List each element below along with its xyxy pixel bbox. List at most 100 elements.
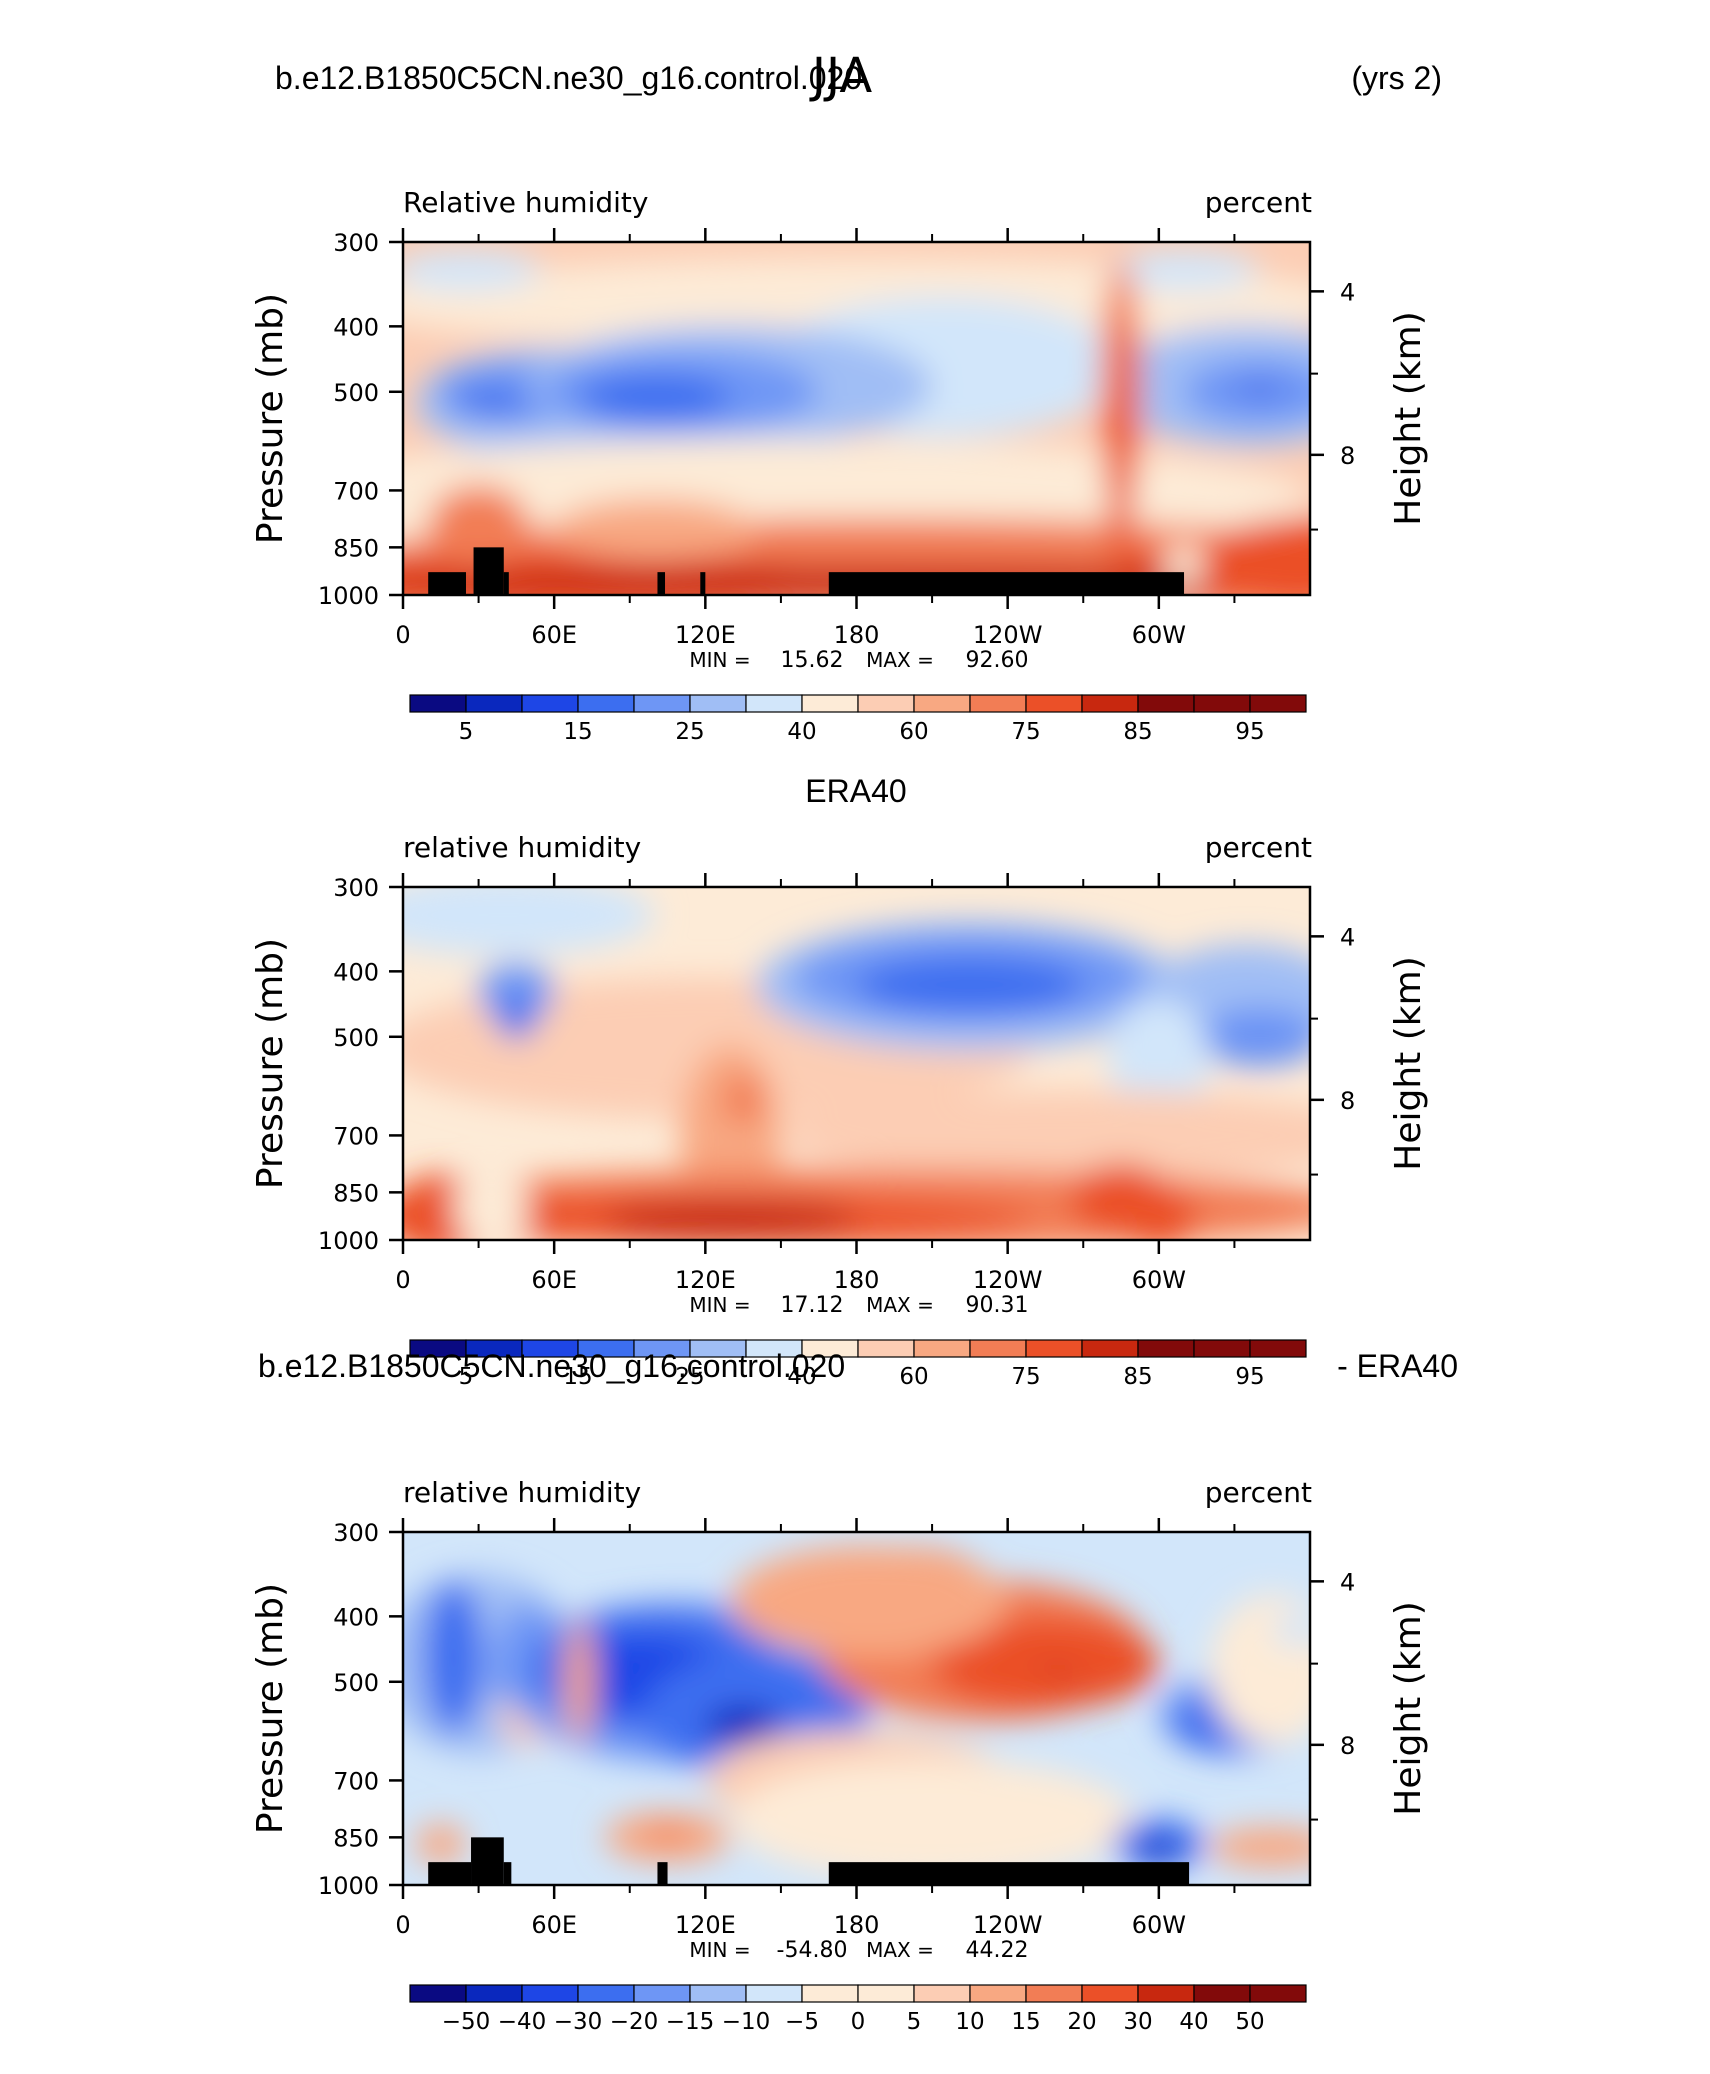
contour-region <box>423 1581 484 1733</box>
colorbar-swatch <box>1025 1339 1083 1358</box>
colorbar-label: −15 <box>666 2009 715 2035</box>
contour-region <box>403 887 655 956</box>
colorbar-label: 5 <box>907 2009 922 2035</box>
colorbar-swatch <box>1249 1339 1307 1358</box>
y-tick-label: 850 <box>333 1179 379 1207</box>
y-tick-label: 1000 <box>318 582 379 610</box>
colorbar-swatch <box>1193 1339 1251 1358</box>
colorbar-label: −40 <box>498 2009 547 2035</box>
units-label: percent <box>1205 831 1312 864</box>
contour-region <box>1244 1033 1275 1040</box>
colorbar-swatch <box>969 1984 1027 2003</box>
colorbar-label: 75 <box>1011 1364 1040 1390</box>
contour-region <box>856 957 1084 1014</box>
contour-field <box>403 1532 1310 1885</box>
orography-block <box>473 547 504 595</box>
colorbar-swatch <box>577 1984 635 2003</box>
contour-region <box>1234 383 1285 394</box>
y-axis-title: Pressure (mb) <box>250 938 291 1189</box>
colorbar-label: 60 <box>899 719 928 745</box>
colorbar-label: 15 <box>1011 2009 1040 2035</box>
colorbar: −50 −40 −30 −20 −15 −10 −5 0 5 10 15 20 30 40 50 <box>409 1984 1307 2035</box>
y2-tick-label: 4 <box>1340 923 1355 951</box>
contour-region <box>1037 1665 1079 1674</box>
colorbar-label: 40 <box>1179 2009 1208 2035</box>
colorbar-label: 0 <box>851 2009 866 2035</box>
y-axis-title: Pressure (mb) <box>250 293 291 544</box>
colorbar-label: −10 <box>722 2009 771 2035</box>
colorbar-label: −5 <box>785 2009 819 2035</box>
panel-obs: ERA40 relative humidity percent 0 60E 120E 180… <box>250 773 1429 1390</box>
colorbar-swatch <box>409 1984 467 2003</box>
orography-block <box>828 572 1185 595</box>
contour-region <box>781 1090 1310 1181</box>
orography-block <box>428 1862 472 1885</box>
x-tick-label: 60W <box>1132 1911 1186 1939</box>
min-label: MIN = <box>689 1938 750 1962</box>
x-tick-label: 60E <box>531 1911 577 1939</box>
panel-left-title: b.e12.B1850C5CN.ne30_g16.control.020 <box>258 1348 845 1384</box>
min-value: -54.80 <box>777 1938 848 1963</box>
colorbar-swatch <box>409 694 467 713</box>
colorbar-swatch <box>745 694 803 713</box>
colorbar-swatch <box>1137 1339 1195 1358</box>
colorbar-label: 40 <box>787 719 816 745</box>
max-label: MAX = <box>866 648 934 672</box>
colorbar: 5 15 25 40 60 75 85 95 <box>409 1339 1307 1390</box>
min-label: MIN = <box>689 1293 750 1317</box>
colorbar-label: 85 <box>1123 1364 1152 1390</box>
colorbar-swatch <box>1249 1984 1307 2003</box>
max-value: 44.22 <box>966 1938 1029 1963</box>
colorbar-swatch <box>969 694 1027 713</box>
max-value: 90.31 <box>966 1293 1029 1318</box>
field-blobs <box>403 887 1310 1240</box>
colorbar-swatch <box>465 1984 523 2003</box>
x-tick-label: 120W <box>973 1911 1043 1939</box>
x-tick-label: 120E <box>675 621 736 649</box>
y-tick-label: 850 <box>333 1824 379 1852</box>
colorbar-label: 30 <box>1123 2009 1152 2035</box>
panels: b.e12.B1850C5CN.ne30_g16.control.020 (yrs… <box>250 60 1458 2035</box>
x-tick-label: 60E <box>531 1266 577 1294</box>
y-tick-label: 700 <box>333 1122 379 1150</box>
colorbar-label: 20 <box>1067 2009 1096 2035</box>
y-tick-label: 300 <box>333 1519 379 1547</box>
x-tick-label: 180 <box>834 1266 880 1294</box>
colorbar-label: −50 <box>442 2009 491 2035</box>
contour-region <box>415 1823 466 1865</box>
orography-block <box>503 572 509 595</box>
colorbar-label: 25 <box>675 1364 704 1390</box>
y-tick-label: 300 <box>333 874 379 902</box>
contour-region <box>604 1198 857 1239</box>
colorbar-swatch <box>857 1339 915 1358</box>
x-tick-label: 0 <box>395 621 410 649</box>
contour-region <box>1196 518 1310 595</box>
colorbar-swatch <box>857 1984 915 2003</box>
contour-field <box>403 242 1310 595</box>
x-tick-label: 120E <box>675 1911 736 1939</box>
orography-block <box>700 572 706 595</box>
y-tick-label: 500 <box>333 379 379 407</box>
y2-axis-title: Height (km) <box>1388 956 1429 1170</box>
colorbar-swatch <box>1137 694 1195 713</box>
y-tick-label: 400 <box>333 313 379 341</box>
contour-region <box>705 1705 781 1746</box>
contour-region <box>496 998 537 1039</box>
colorbar-swatch <box>1081 1339 1139 1358</box>
colorbar-swatch <box>689 694 747 713</box>
panel-center-title: ERA40 <box>805 773 906 809</box>
colorbar-label: 10 <box>955 2009 984 2035</box>
x-tick-label: 0 <box>395 1266 410 1294</box>
colorbar-swatch <box>801 1984 859 2003</box>
contour-region <box>730 1545 1008 1657</box>
y2-axis-title: Height (km) <box>1388 311 1429 525</box>
y-tick-label: 500 <box>333 1024 379 1052</box>
variable-label: relative humidity <box>403 1476 641 1509</box>
max-label: MAX = <box>866 1938 934 1962</box>
min-value: 17.12 <box>781 1293 844 1318</box>
contour-region <box>1108 314 1134 577</box>
panel-diff: b.e12.B1850C5CN.ne30_g16.control.020 - ER… <box>250 1348 1458 2035</box>
min-label: MIN = <box>689 648 750 672</box>
contour-region <box>642 1826 693 1842</box>
orography-block <box>471 1837 504 1885</box>
